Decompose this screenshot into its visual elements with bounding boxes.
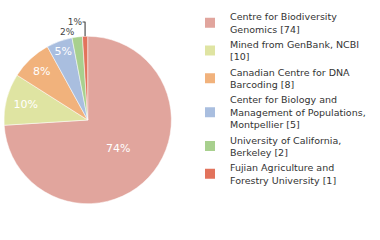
svg-text:5%: 5% <box>54 45 71 58</box>
svg-text:8%: 8% <box>33 65 50 78</box>
svg-text:Fujian Agriculture andForestry: Fujian Agriculture andForestry Universit… <box>230 162 336 185</box>
svg-text:Canadian Centre for DNABarcodi: Canadian Centre for DNABarcoding [8] <box>230 67 350 90</box>
svg-text:University of California,Berke: University of California,Berkeley [2] <box>230 135 341 158</box>
svg-text:Centre for BiodiversityGenomic: Centre for BiodiversityGenomics [74] <box>230 11 337 34</box>
svg-text:Center for Biology andManageme: Center for Biology andManagement of Popu… <box>230 94 366 130</box>
svg-text:2%: 2% <box>60 27 75 37</box>
svg-text:1%: 1% <box>68 17 83 27</box>
svg-text:10%: 10% <box>14 98 38 111</box>
svg-text:Mined from GenBank, NCBI[10]: Mined from GenBank, NCBI[10] <box>230 39 359 62</box>
svg-text:74%: 74% <box>106 142 130 155</box>
